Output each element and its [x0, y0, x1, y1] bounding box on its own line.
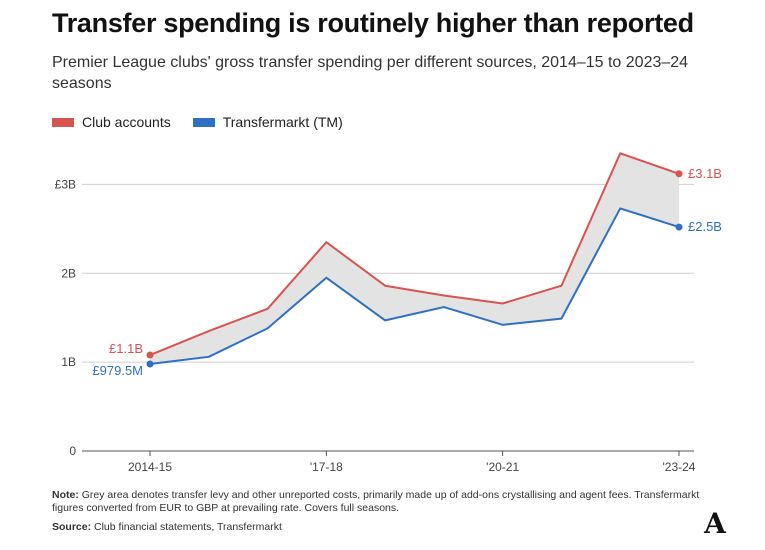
legend-swatch-tm: [192, 117, 215, 127]
gap-area: [150, 153, 679, 364]
chart-subtitle: Premier League clubs' gross transfer spe…: [52, 54, 689, 92]
x-tick-label-2: '20-21: [486, 460, 519, 474]
legend-label-club: Club accounts: [82, 114, 171, 130]
y-tick-label-0: 0: [69, 444, 76, 458]
chart-note: Note: Grey area denotes transfer levy an…: [52, 489, 732, 515]
annotation-tm-end: £2.5B: [688, 219, 722, 234]
chart-title: Transfer spending is routinely higher th…: [52, 8, 694, 38]
series-1-point-0: [146, 360, 154, 368]
series-line-1: [149, 207, 680, 365]
legend-swatch-club: [52, 117, 74, 127]
source-label: Source:: [52, 521, 92, 533]
legend-label-tm: Transfermarkt (TM): [222, 114, 343, 130]
y-tick-label-3: £3B: [55, 177, 76, 191]
series-line-0: [149, 152, 680, 356]
x-tick-label-0: 2014-15: [128, 460, 172, 474]
logo-letter: A: [703, 508, 727, 538]
note-label: Note:: [52, 489, 79, 501]
annotation-club-end: £3.1B: [688, 166, 722, 181]
series-0-point-0: [146, 351, 154, 359]
x-tick-label-3: '23-24: [663, 460, 696, 474]
annotation-tm-start: £979.5M: [92, 363, 143, 378]
legend-item-club: Club accounts: [52, 114, 171, 130]
annotation-club-start: £1.1B: [109, 341, 143, 356]
athletic-logo-icon: A: [703, 508, 727, 538]
legend: Club accounts Transfermarkt (TM): [52, 114, 343, 130]
series-1-point-9: [675, 223, 683, 231]
y-tick-label-1: 1B: [61, 355, 76, 369]
legend-item-tm: Transfermarkt (TM): [192, 114, 343, 130]
x-tick-label-1: '17-18: [310, 460, 343, 474]
source-text: Club financial statements, Transfermarkt: [91, 521, 282, 533]
series-0-point-9: [675, 170, 683, 178]
y-tick-label-2: 2B: [61, 266, 76, 280]
chart-source: Source: Club financial statements, Trans…: [52, 521, 282, 533]
note-text: Grey area denotes transfer levy and othe…: [52, 489, 700, 514]
